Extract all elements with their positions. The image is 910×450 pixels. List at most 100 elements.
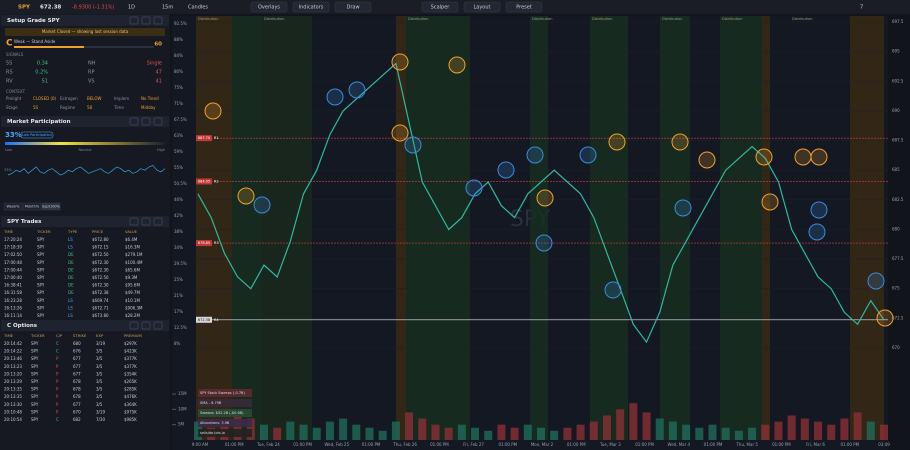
table-cell: $364K [124, 402, 137, 407]
chart-style[interactable]: Candles [188, 5, 208, 11]
menu-label: Overlays [258, 5, 280, 11]
volume-bar [787, 415, 796, 440]
panel-button[interactable] [153, 117, 163, 126]
side-panel [0, 14, 170, 450]
menu-button[interactable] [292, 1, 330, 13]
volume-bar [576, 424, 585, 440]
panel-button[interactable] [141, 16, 151, 25]
volume-bar [589, 421, 598, 440]
menu-button[interactable] [463, 1, 501, 13]
table-cell: SPY [37, 245, 45, 250]
symbol[interactable]: SPY [18, 5, 31, 11]
volume-bar [352, 424, 361, 440]
table-cell: P [56, 379, 59, 384]
participation-tag: Low Participation [22, 133, 52, 137]
table-cell: 16:13:26 [4, 305, 22, 310]
menu-button[interactable] [421, 1, 459, 13]
menu-button[interactable] [334, 1, 372, 13]
table-cell: DE [68, 252, 74, 257]
table-cell: SPY [31, 409, 39, 414]
signal-marker [526, 146, 544, 164]
table-cell: 16:23:28 [4, 298, 22, 303]
tab[interactable] [22, 202, 42, 211]
signal-marker [608, 133, 626, 151]
table-cell: 20:13:35 [4, 394, 22, 399]
column-header: VALUE [125, 229, 138, 234]
menu-button[interactable] [250, 1, 288, 13]
volume-bar [286, 421, 295, 440]
table-cell: LS [68, 298, 73, 303]
table-cell: 17:00:40 [4, 275, 22, 280]
panel-button[interactable] [141, 117, 151, 126]
legend-label: SPY Stock Sweeps (-0.7B) [200, 391, 245, 395]
table-cell: P [56, 394, 59, 399]
level-badge [196, 316, 212, 323]
panel-button[interactable] [129, 16, 139, 25]
volume-bar [734, 430, 743, 440]
panel-button[interactable] [141, 321, 151, 330]
table-cell: 17:00:44 [4, 267, 22, 272]
context-cell: Time [113, 105, 124, 110]
table-cell: P [56, 356, 59, 361]
interval[interactable]: 1D [128, 5, 135, 11]
table-cell: 680 [73, 341, 81, 346]
volume-bar [418, 418, 427, 440]
table-cell: $95.6M [125, 283, 140, 288]
last-price: 672.38 [40, 5, 61, 11]
table-cell: P [56, 371, 59, 376]
table-cell: 20:13:46 [4, 356, 22, 361]
volume-bar [800, 418, 809, 440]
table-cell: SPY [37, 283, 45, 288]
table-cell: $265K [124, 379, 137, 384]
signal-cell: RV [6, 79, 13, 85]
panel-button[interactable] [153, 217, 163, 226]
table-cell: 677 [73, 364, 81, 369]
table-cell: $672.38 [92, 290, 109, 295]
table-cell: SPY [31, 394, 39, 399]
tab[interactable] [41, 202, 61, 211]
signal-marker [671, 133, 689, 151]
timeframe[interactable]: 15m [162, 5, 173, 11]
table-cell: 678 [73, 387, 81, 392]
session-band [196, 16, 232, 440]
table-cell: 20:10:48 [4, 409, 22, 414]
context-cell: Prelight [6, 96, 22, 101]
panel-button[interactable] [153, 321, 163, 330]
left-axis-label: 80% [174, 69, 183, 74]
signal-cell: RS [6, 70, 13, 76]
menu-button[interactable] [505, 1, 543, 13]
signal-cell: 47 [156, 70, 162, 76]
left-axis-label: 63% [174, 133, 183, 138]
session-label: Distribution [532, 17, 552, 21]
volume-bar [510, 427, 519, 440]
table-cell: P [56, 402, 59, 407]
x-tick-label: 01:00 PM [430, 442, 449, 447]
volume-tick-label: 5M [178, 422, 185, 427]
left-axis-label: 46% [174, 197, 183, 202]
legend-box [198, 409, 252, 417]
x-tick-label: Thu, Feb 26 [392, 442, 417, 447]
score-fill [14, 46, 84, 48]
context-cell: No Trend [141, 96, 159, 101]
participation-line [7, 164, 166, 176]
menu-label: Draw [346, 5, 359, 11]
table-cell: SPY [31, 349, 39, 354]
panel-button[interactable] [129, 217, 139, 226]
column-header: EXP [96, 333, 104, 338]
panel-button[interactable] [129, 321, 139, 330]
panel-button[interactable] [153, 16, 163, 25]
x-tick-label: Wed, Feb 25 [324, 442, 349, 447]
score: 60 [154, 42, 162, 48]
column-header: C/P [56, 333, 63, 338]
price-change: -8.9300 (-1.31%) [72, 5, 115, 11]
level-label: 684.05 [198, 179, 210, 183]
table-cell: DE [68, 275, 74, 280]
notice-box [5, 28, 165, 36]
panel-button[interactable] [141, 217, 151, 226]
table-cell: $672.50 [92, 252, 109, 257]
tab[interactable] [3, 202, 23, 211]
table-cell: SPY [37, 298, 45, 303]
panel-button[interactable] [129, 117, 139, 126]
x-tick-label: 01:00 PM [567, 442, 586, 447]
